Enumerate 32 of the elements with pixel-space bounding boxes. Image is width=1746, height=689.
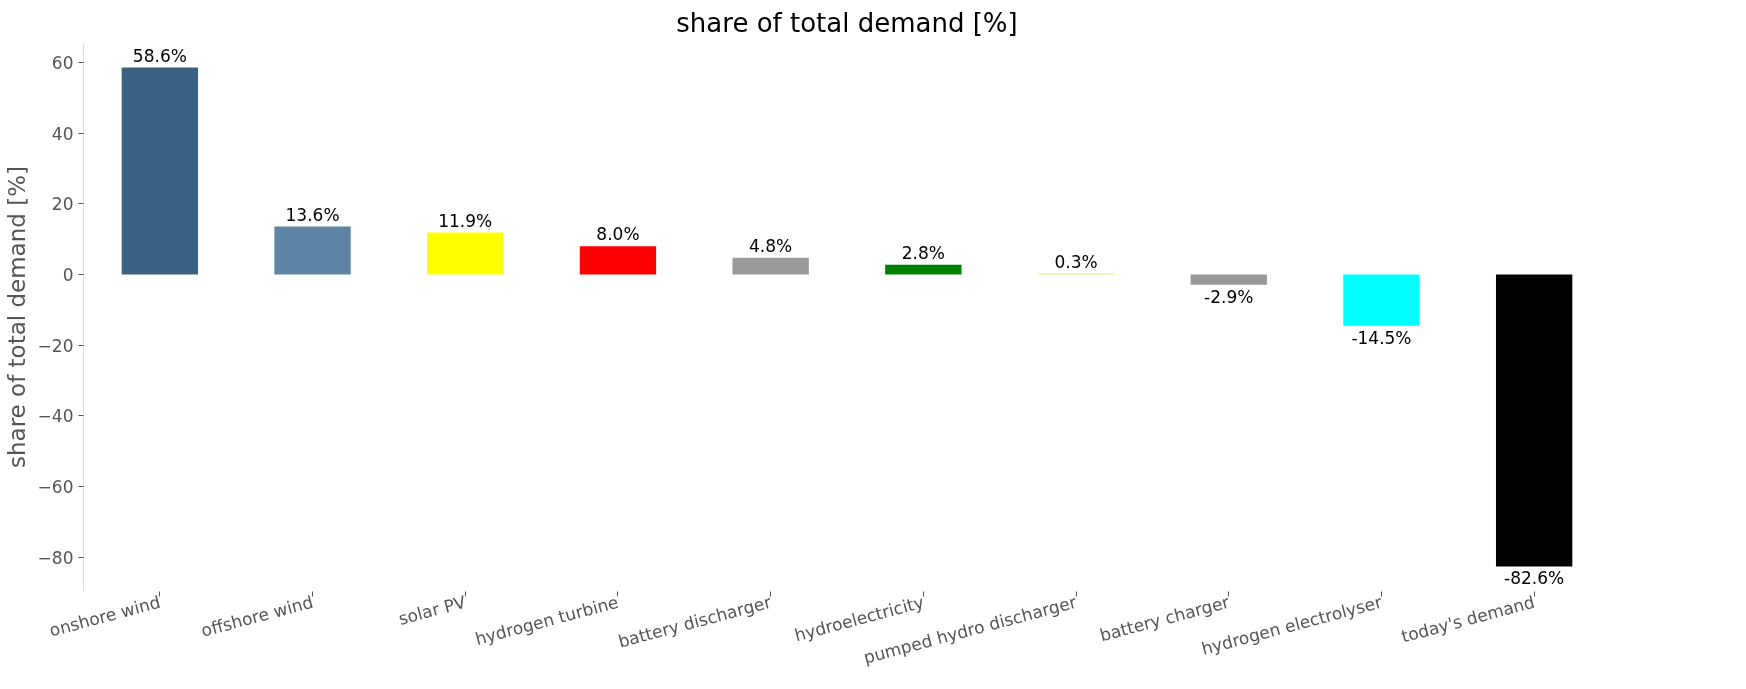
x-tick-label: solar PV bbox=[396, 591, 469, 629]
y-tick-label: 40 bbox=[51, 123, 74, 144]
chart-title: share of total demand [%] bbox=[676, 7, 1018, 38]
data-label: 4.8% bbox=[749, 235, 793, 256]
y-tick-label: −80 bbox=[37, 547, 74, 568]
bar bbox=[427, 232, 504, 275]
bar bbox=[579, 246, 657, 275]
data-label: -14.5% bbox=[1351, 327, 1412, 348]
data-label: 58.6% bbox=[132, 45, 187, 66]
y-tick-label: 0 bbox=[62, 265, 74, 286]
y-tick-label: −20 bbox=[37, 335, 74, 356]
bar bbox=[1190, 274, 1267, 285]
data-label: -82.6% bbox=[1504, 568, 1565, 589]
x-tick-label: offshore wind bbox=[199, 591, 316, 641]
bar bbox=[1495, 274, 1573, 567]
x-tick-label: onshore wind bbox=[47, 591, 163, 641]
data-label: 13.6% bbox=[285, 204, 340, 225]
y-tick-label: −40 bbox=[37, 406, 74, 427]
bar bbox=[121, 67, 199, 275]
data-label: 2.8% bbox=[901, 242, 945, 263]
y-tick-label: −60 bbox=[37, 477, 74, 498]
bar bbox=[274, 226, 351, 275]
bar bbox=[885, 264, 962, 275]
bar bbox=[1343, 274, 1420, 326]
data-label: 11.9% bbox=[438, 210, 493, 231]
y-tick-label: 20 bbox=[51, 194, 74, 215]
bar bbox=[732, 257, 809, 275]
y-axis-title: share of total demand [%] bbox=[3, 165, 30, 468]
y-tick-label: 60 bbox=[51, 53, 74, 74]
data-label: 8.0% bbox=[596, 224, 640, 245]
data-label: -2.9% bbox=[1204, 286, 1254, 307]
data-label: 0.3% bbox=[1054, 251, 1098, 272]
